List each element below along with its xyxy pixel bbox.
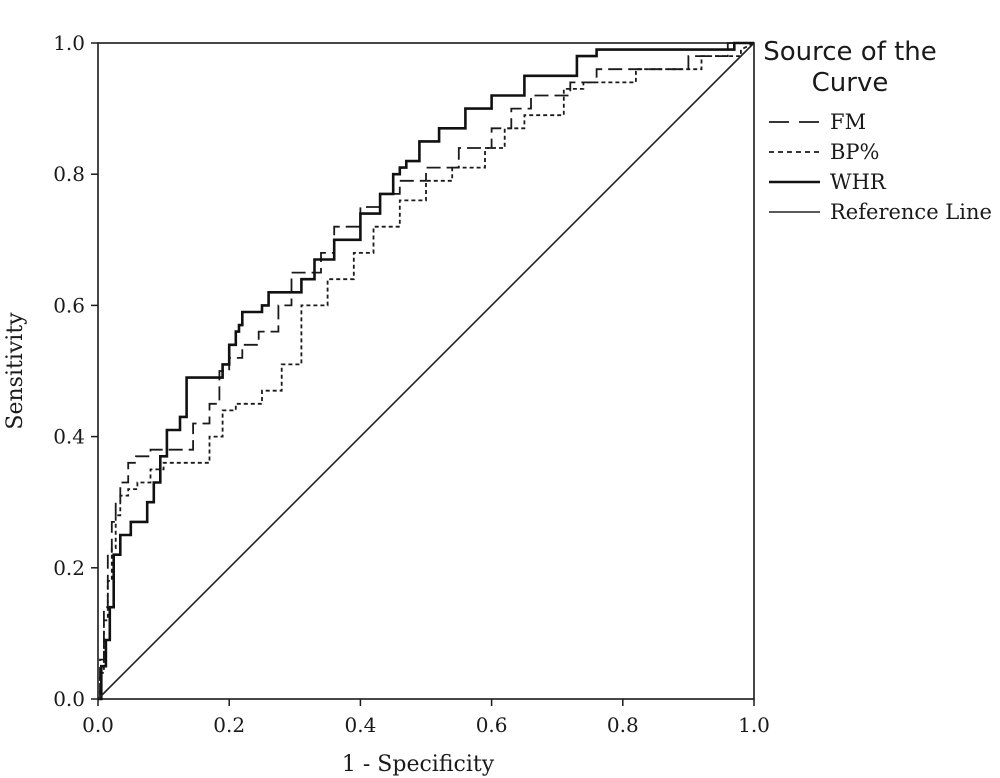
x-axis-title: 1 - Specificity (342, 752, 495, 777)
y-tick-label: 0.8 (53, 162, 85, 186)
y-tick-label: 0.2 (53, 556, 85, 580)
x-tick-label: 0.4 (344, 713, 376, 737)
y-axis-title: Sensitivity (3, 312, 28, 430)
legend-title-line-2: Curve (812, 68, 889, 98)
x-axis: 0.0 0.2 0.4 0.6 0.8 1.0 (82, 699, 770, 737)
series-line-bp- (98, 42, 755, 700)
x-tick-label: 0.6 (476, 713, 508, 737)
y-tick-label: 0.4 (53, 425, 85, 449)
x-tick-label: 1.0 (738, 713, 770, 737)
y-axis: 0.0 0.2 0.4 0.6 0.8 1.0 (53, 31, 98, 711)
x-tick-label: 0.8 (607, 713, 639, 737)
legend: Source of the Curve FM BP% WHR Reference Li… (763, 37, 992, 224)
y-tick-label: 0.6 (53, 293, 85, 317)
series-line-fm (98, 42, 754, 700)
x-tick-label: 0.2 (213, 713, 245, 737)
y-tick-label: 0.0 (53, 687, 85, 711)
legend-label: WHR (830, 170, 887, 194)
legend-label: BP% (830, 140, 880, 164)
series-layer (97, 41, 755, 701)
series-line-whr (98, 41, 754, 701)
y-tick-label: 1.0 (53, 31, 85, 55)
legend-title-line-1: Source of the (763, 37, 937, 67)
legend-label: FM (830, 110, 866, 134)
legend-label: Reference Line (830, 200, 992, 224)
plot-area-frame (97, 42, 755, 700)
series-line-reference-line (97, 42, 755, 700)
x-tick-label: 0.0 (82, 713, 114, 737)
